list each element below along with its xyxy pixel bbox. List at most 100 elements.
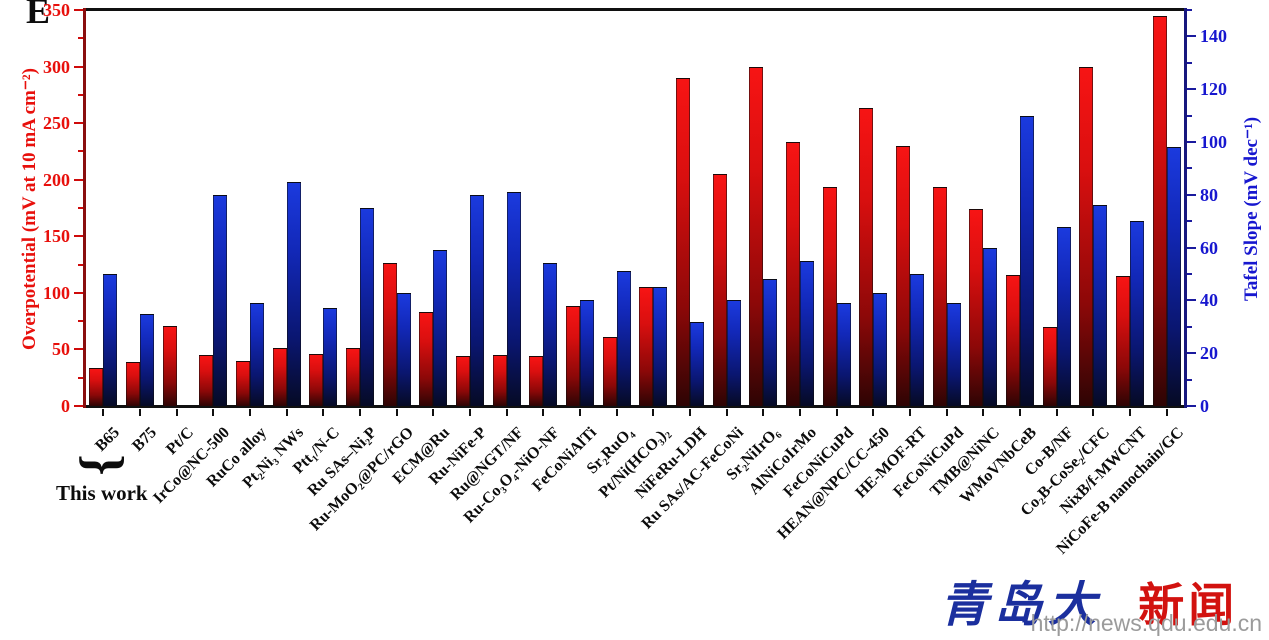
bar-overpotential	[199, 355, 214, 406]
left-axis-tick-label: 100	[43, 282, 70, 303]
left-axis-tick-label: 0	[61, 396, 70, 416]
watermark-site-name-blue: 青岛大学	[940, 577, 1103, 633]
x-axis-tick	[1019, 409, 1021, 416]
right-axis-tick-label: 120	[1200, 79, 1227, 100]
right-axis-major-tick	[1187, 141, 1196, 143]
x-axis-tick	[542, 409, 545, 416]
bar-overpotential	[1116, 275, 1130, 406]
watermark-url: http://news.qdu.edu.cn	[1030, 610, 1262, 636]
left-axis-major-tick	[74, 348, 83, 351]
left-axis-minor-tick	[78, 150, 83, 153]
bar-overpotential	[272, 348, 287, 406]
right-axis-tick-label: 100	[1200, 132, 1227, 152]
x-axis-tick	[359, 409, 361, 416]
left-axis-minor-tick	[78, 37, 83, 40]
x-axis-tick	[1055, 409, 1058, 416]
watermark-site-name-red: 新闻网	[1138, 578, 1239, 632]
right-axis-tick-label: 20	[1200, 343, 1218, 364]
right-axis-major-tick	[1187, 35, 1196, 38]
bar-overpotential	[1152, 15, 1167, 406]
bar-overpotential	[786, 142, 800, 406]
x-axis-tick	[689, 409, 691, 416]
bar-overpotential	[602, 337, 617, 406]
bar-overpotential	[89, 367, 104, 406]
bar-tafel-slope	[910, 274, 924, 406]
x-axis-tick	[579, 409, 581, 416]
bar-tafel-slope	[250, 303, 264, 406]
left-axis-tick-label: 350	[43, 0, 70, 20]
x-axis-tick	[469, 409, 471, 416]
bar-tafel-slope	[873, 292, 888, 406]
x-axis-tick	[615, 409, 618, 416]
x-axis-tick	[505, 409, 508, 416]
x-axis-tick	[725, 409, 728, 416]
right-axis-major-tick	[1187, 352, 1196, 355]
right-axis-major-tick	[1187, 193, 1196, 196]
x-axis-tick	[909, 409, 911, 416]
left-axis-major-tick	[74, 405, 83, 407]
bar-tafel-slope	[580, 300, 594, 406]
bar-tafel-slope	[1093, 205, 1108, 406]
left-axis-minor-tick	[78, 263, 83, 266]
bar-overpotential	[346, 348, 360, 406]
x-axis-tick	[432, 409, 435, 416]
bar-tafel-slope	[726, 300, 741, 406]
bar-tafel-slope	[360, 208, 374, 406]
bar-tafel-slope	[800, 260, 814, 406]
left-axis-major-tick	[74, 9, 83, 11]
bar-tafel-slope	[1020, 115, 1034, 406]
right-axis-minor-tick	[1187, 9, 1192, 11]
panel-letter-label: E	[26, 0, 52, 31]
x-axis-tick	[835, 409, 838, 416]
bar-overpotential	[712, 174, 727, 406]
bar-tafel-slope	[543, 263, 558, 406]
x-axis-tick	[1165, 409, 1168, 416]
left-axis-minor-tick	[78, 207, 83, 209]
right-axis-spine	[1184, 8, 1187, 408]
bar-overpotential	[969, 209, 984, 406]
right-axis-minor-tick	[1187, 167, 1192, 170]
x-axis-tick	[139, 409, 141, 416]
bar-overpotential	[126, 361, 140, 406]
bar-overpotential	[1042, 326, 1057, 406]
bar-tafel-slope	[836, 303, 851, 406]
left-axis-major-tick	[74, 235, 83, 238]
bar-overpotential	[236, 360, 250, 406]
x-axis-tick	[102, 409, 105, 416]
right-axis-minor-tick	[1187, 114, 1192, 117]
right-axis-major-tick	[1187, 299, 1196, 302]
left-axis-spine	[83, 8, 86, 408]
this-work-brace: }	[74, 454, 135, 476]
right-axis-minor-tick	[1187, 273, 1192, 275]
right-axis-major-tick	[1187, 246, 1196, 249]
this-work-label: This work	[56, 481, 148, 505]
x-axis-tick	[799, 409, 801, 416]
bar-overpotential	[419, 312, 434, 406]
bar-tafel-slope	[1056, 226, 1071, 406]
bar-tafel-slope	[506, 192, 521, 406]
left-axis-major-tick	[74, 122, 83, 125]
plot-top-border	[83, 8, 1187, 11]
bar-overpotential	[932, 186, 947, 406]
bar-overpotential	[382, 263, 397, 406]
bar-tafel-slope	[690, 321, 704, 406]
bar-overpotential	[859, 108, 874, 406]
left-axis-major-tick	[74, 65, 83, 68]
bar-overpotential	[529, 356, 544, 406]
bar-tafel-slope	[983, 247, 998, 406]
right-axis-major-tick	[1187, 405, 1196, 407]
x-axis-tick	[872, 409, 875, 416]
bar-overpotential	[822, 186, 837, 406]
bar-tafel-slope	[286, 181, 301, 406]
x-axis-tick	[212, 409, 215, 416]
left-axis-tick-label: 300	[43, 56, 70, 77]
left-axis-major-tick	[74, 178, 83, 181]
plot-bottom-border	[83, 405, 1187, 408]
right-axis-minor-tick	[1187, 61, 1192, 64]
bar-overpotential	[1006, 274, 1020, 406]
bar-tafel-slope	[470, 194, 484, 406]
x-axis-tick	[762, 409, 765, 416]
left-axis-minor-tick	[78, 93, 83, 96]
bar-tafel-slope	[323, 308, 338, 406]
